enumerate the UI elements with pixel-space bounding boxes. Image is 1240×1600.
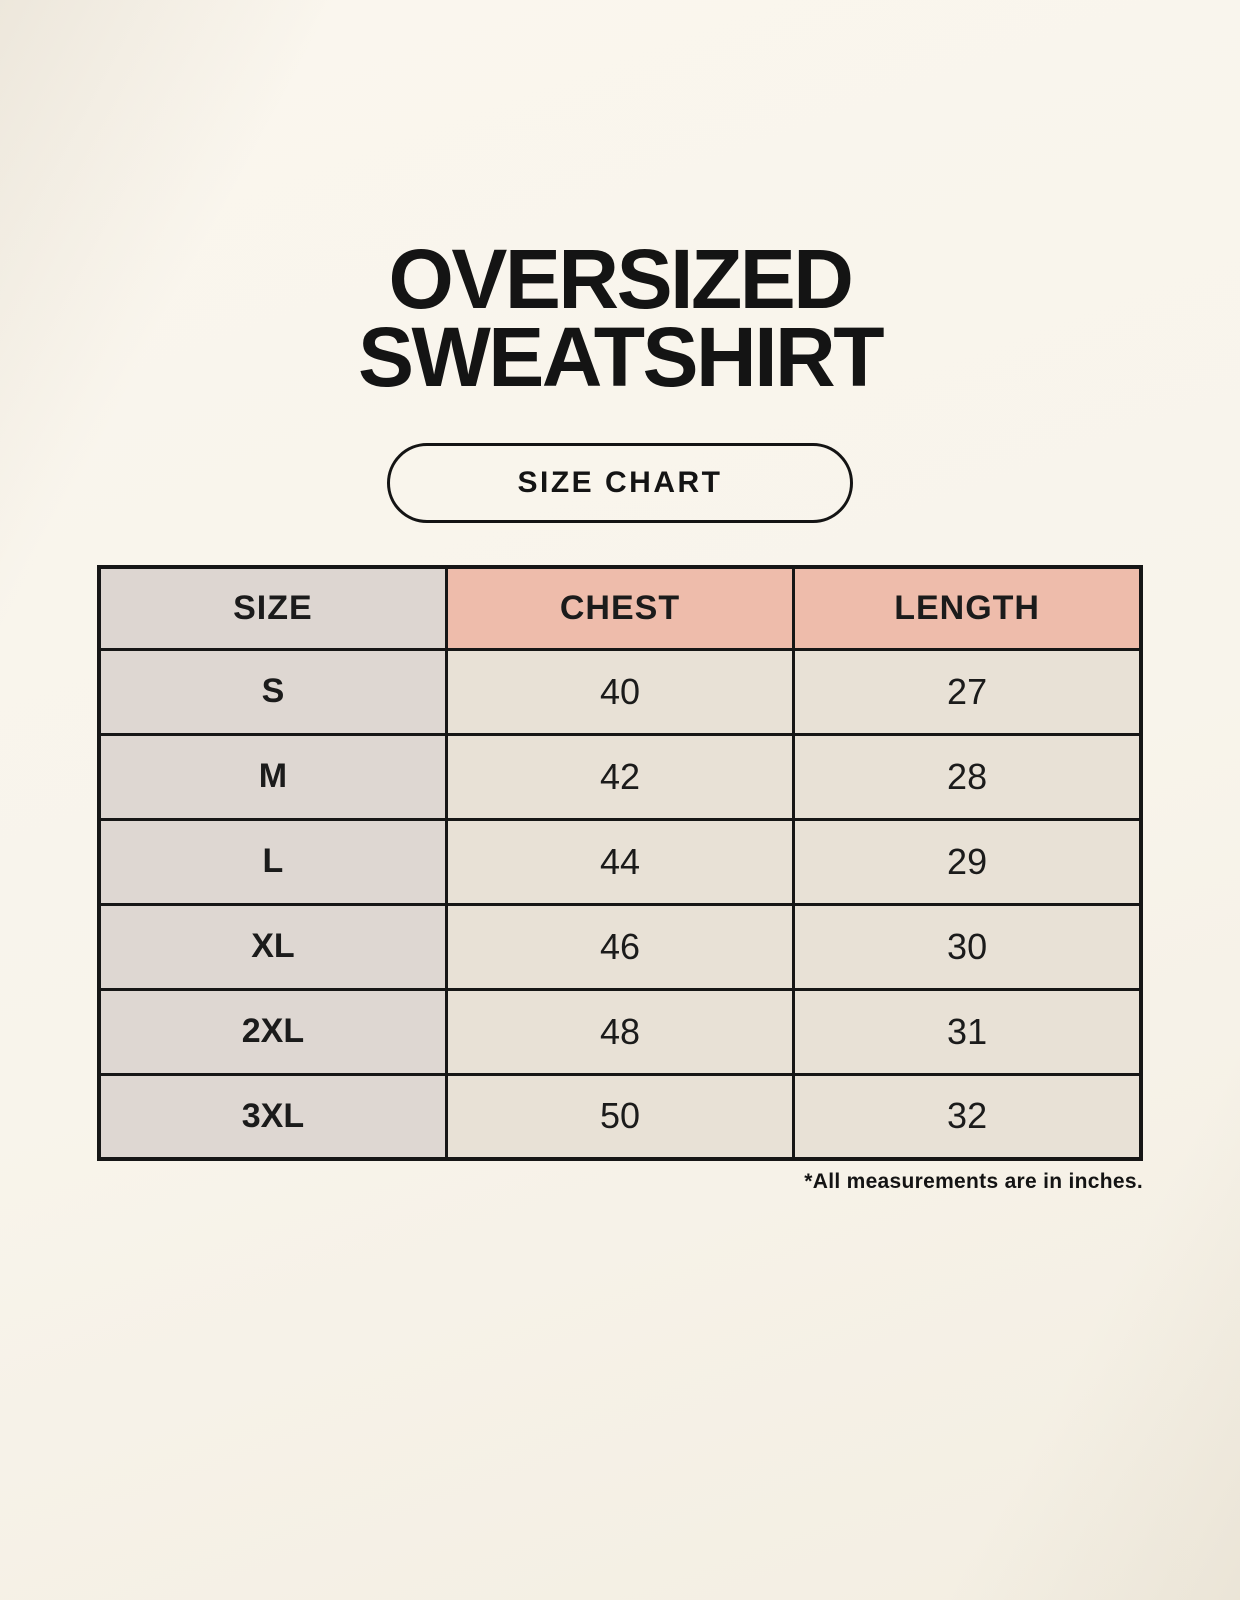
chest-value-cell-3xl: 50 <box>444 1072 796 1161</box>
size-row-2xl: 2XL 48 31 <box>97 987 1143 1076</box>
length-value-cell-3xl: 32 <box>792 1072 1143 1161</box>
size-row-3xl: 3XL 50 32 <box>97 1072 1143 1161</box>
column-header-chest: CHEST <box>444 565 796 651</box>
length-value-cell-2xl: 31 <box>792 987 1143 1076</box>
column-header-size: SIZE <box>97 565 448 651</box>
size-label-cell-2xl: 2XL <box>97 987 448 1076</box>
size-table-header: SIZE CHEST LENGTH <box>97 565 1143 651</box>
size-table-header-row: SIZE CHEST LENGTH <box>97 565 1143 651</box>
length-value-cell-s: 27 <box>792 647 1143 736</box>
size-chart-badge: SIZE CHART <box>387 443 853 523</box>
length-value-cell-l: 29 <box>792 817 1143 906</box>
length-value-cell-xl: 30 <box>792 902 1143 991</box>
size-row-m: M 42 28 <box>97 732 1143 821</box>
size-chart-badge-label: SIZE CHART <box>517 466 723 499</box>
size-label-cell-s: S <box>97 647 448 736</box>
length-value-cell-m: 28 <box>792 732 1143 821</box>
chest-value-cell-s: 40 <box>444 647 796 736</box>
size-label-cell-3xl: 3XL <box>97 1072 448 1161</box>
chest-value-cell-2xl: 48 <box>444 987 796 1076</box>
product-title-line2: SWEATSHIRT <box>357 310 885 404</box>
product-title-line1: OVERSIZED <box>388 232 854 326</box>
size-table: SIZE CHEST LENGTH S 40 27 M 42 28 L 44 29 XL 46 30 2… <box>97 565 1143 1161</box>
size-table-body: S 40 27 M 42 28 L 44 29 XL 46 30 2XL 48 31 3XL 50 32 <box>97 647 1143 1161</box>
chest-value-cell-m: 42 <box>444 732 796 821</box>
size-row-l: L 44 29 <box>97 817 1143 906</box>
chest-value-cell-l: 44 <box>444 817 796 906</box>
product-title: OVERSIZED SWEATSHIRT <box>0 232 1240 404</box>
size-label-cell-xl: XL <box>97 902 448 991</box>
size-row-s: S 40 27 <box>97 647 1143 736</box>
size-label-cell-l: L <box>97 817 448 906</box>
measurements-note: *All measurements are in inches. <box>804 1170 1143 1193</box>
column-header-length: LENGTH <box>792 565 1143 651</box>
size-row-xl: XL 46 30 <box>97 902 1143 991</box>
chest-value-cell-xl: 46 <box>444 902 796 991</box>
size-label-cell-m: M <box>97 732 448 821</box>
